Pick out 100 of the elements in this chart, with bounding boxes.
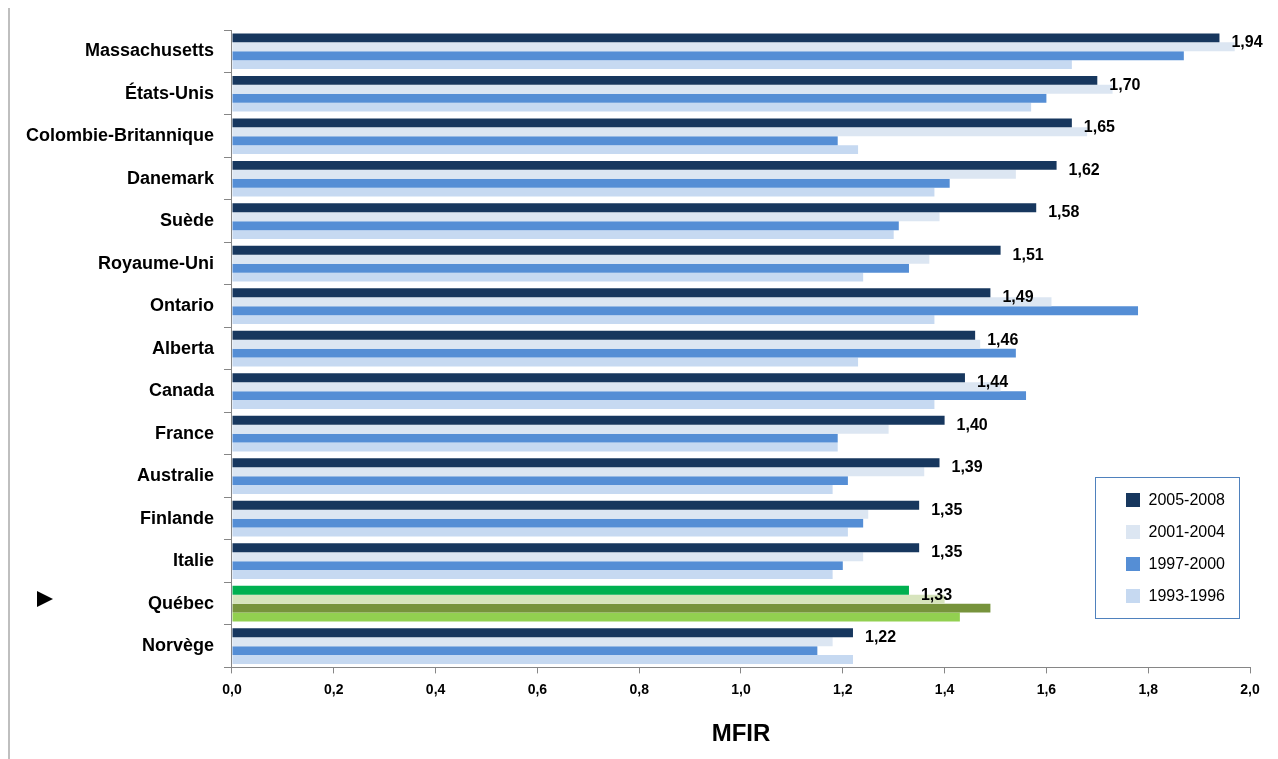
bar — [232, 178, 950, 188]
data-label: 1,70 — [1109, 75, 1141, 93]
bar — [232, 655, 853, 664]
x-tick-label: 1,8 — [1138, 680, 1159, 697]
bar — [232, 543, 920, 553]
data-label: 1,44 — [976, 373, 1009, 391]
bar — [232, 527, 848, 537]
bar — [232, 442, 838, 452]
y-tick-label: Massachusetts — [84, 40, 214, 61]
bar — [232, 518, 864, 528]
bar — [232, 288, 991, 298]
x-tick-label: 1,4 — [934, 680, 955, 697]
bar — [232, 75, 1098, 85]
legend-label: 2005-2008 — [1148, 491, 1225, 509]
bar — [232, 160, 1057, 170]
x-tick-label: 0,8 — [629, 680, 650, 697]
bar — [232, 93, 1047, 103]
bar — [232, 330, 976, 340]
bar — [232, 646, 818, 656]
y-tick-label: Norvège — [141, 635, 214, 656]
bar — [232, 118, 1072, 128]
bar — [232, 552, 864, 562]
x-axis-title: MFIR — [711, 719, 771, 747]
y-tick-label: États-Unis — [124, 81, 214, 103]
x-tick-label: 0,6 — [527, 680, 548, 697]
bar — [232, 612, 960, 622]
bar — [232, 169, 1016, 179]
bar — [232, 315, 935, 325]
bar — [232, 500, 920, 510]
data-label: 1,46 — [987, 330, 1019, 348]
data-label: 1,94 — [1231, 33, 1263, 51]
legend-label: 2001-2004 — [1148, 523, 1225, 541]
bar — [232, 51, 1184, 61]
y-tick-label: Australie — [136, 465, 214, 486]
x-tick-label: 0,0 — [222, 680, 242, 697]
bar — [232, 136, 838, 146]
legend-label: 1997-2000 — [1148, 555, 1225, 573]
data-label: 1,35 — [931, 500, 963, 518]
bar — [232, 145, 859, 155]
data-label: 1,49 — [1002, 288, 1034, 306]
bar — [232, 245, 1001, 255]
bar — [232, 373, 965, 383]
bar — [232, 357, 859, 367]
bar — [232, 628, 853, 638]
y-tick-label: Alberta — [151, 337, 215, 358]
bar — [232, 415, 945, 425]
bar — [232, 637, 833, 647]
data-label: 1,51 — [1012, 245, 1044, 263]
bar — [232, 60, 1072, 70]
data-label: 1,39 — [951, 458, 983, 476]
bar — [232, 254, 930, 264]
bar — [232, 203, 1037, 213]
y-tick-label: Suède — [159, 210, 214, 231]
bar — [232, 263, 909, 273]
bar — [232, 221, 899, 231]
y-tick-label: Colombie-Britannique — [26, 125, 214, 146]
x-tick-label: 1,6 — [1036, 680, 1057, 697]
data-label: 1,33 — [920, 585, 953, 603]
y-tick-label: Danemark — [126, 167, 215, 188]
bar — [232, 33, 1220, 43]
bar — [232, 485, 833, 495]
bar — [232, 476, 848, 486]
legend-label: 1993-1996 — [1148, 587, 1225, 605]
bar — [232, 306, 1139, 316]
data-label: 1,22 — [864, 628, 897, 646]
data-label: 1,40 — [956, 415, 988, 433]
y-tick-label: France — [154, 422, 214, 443]
bar — [232, 585, 909, 595]
bar — [232, 424, 889, 434]
data-label: 1,35 — [931, 543, 963, 561]
bar — [232, 467, 925, 477]
bar — [232, 212, 940, 222]
x-tick-label: 0,2 — [324, 680, 344, 697]
x-tick-label: 1,0 — [731, 680, 751, 697]
y-tick-label: Italie — [172, 550, 214, 571]
x-tick-label: 1,2 — [833, 680, 853, 697]
bar — [232, 187, 935, 197]
bar — [232, 433, 838, 443]
x-tick-label: 0,4 — [425, 680, 446, 697]
y-tick-label: Royaume-Uni — [97, 252, 214, 273]
bar — [232, 230, 894, 240]
bar — [232, 348, 1016, 358]
data-label: 1,62 — [1068, 160, 1100, 178]
y-tick-label: Ontario — [149, 295, 214, 316]
bar — [232, 561, 843, 571]
data-label: 1,65 — [1083, 118, 1116, 136]
bar — [232, 272, 864, 282]
bar — [232, 603, 991, 613]
bar — [232, 102, 1032, 112]
bar — [232, 509, 869, 519]
bar — [232, 391, 1027, 401]
y-tick-label: Finlande — [139, 507, 214, 528]
data-label: 1,58 — [1048, 203, 1080, 221]
bar — [232, 400, 935, 410]
y-tick-label: Québec — [147, 592, 214, 613]
x-tick-label: 2,0 — [1240, 680, 1260, 697]
y-tick-label: Canada — [148, 380, 215, 401]
bar — [232, 458, 940, 468]
bar — [232, 339, 981, 349]
bar — [232, 570, 833, 580]
